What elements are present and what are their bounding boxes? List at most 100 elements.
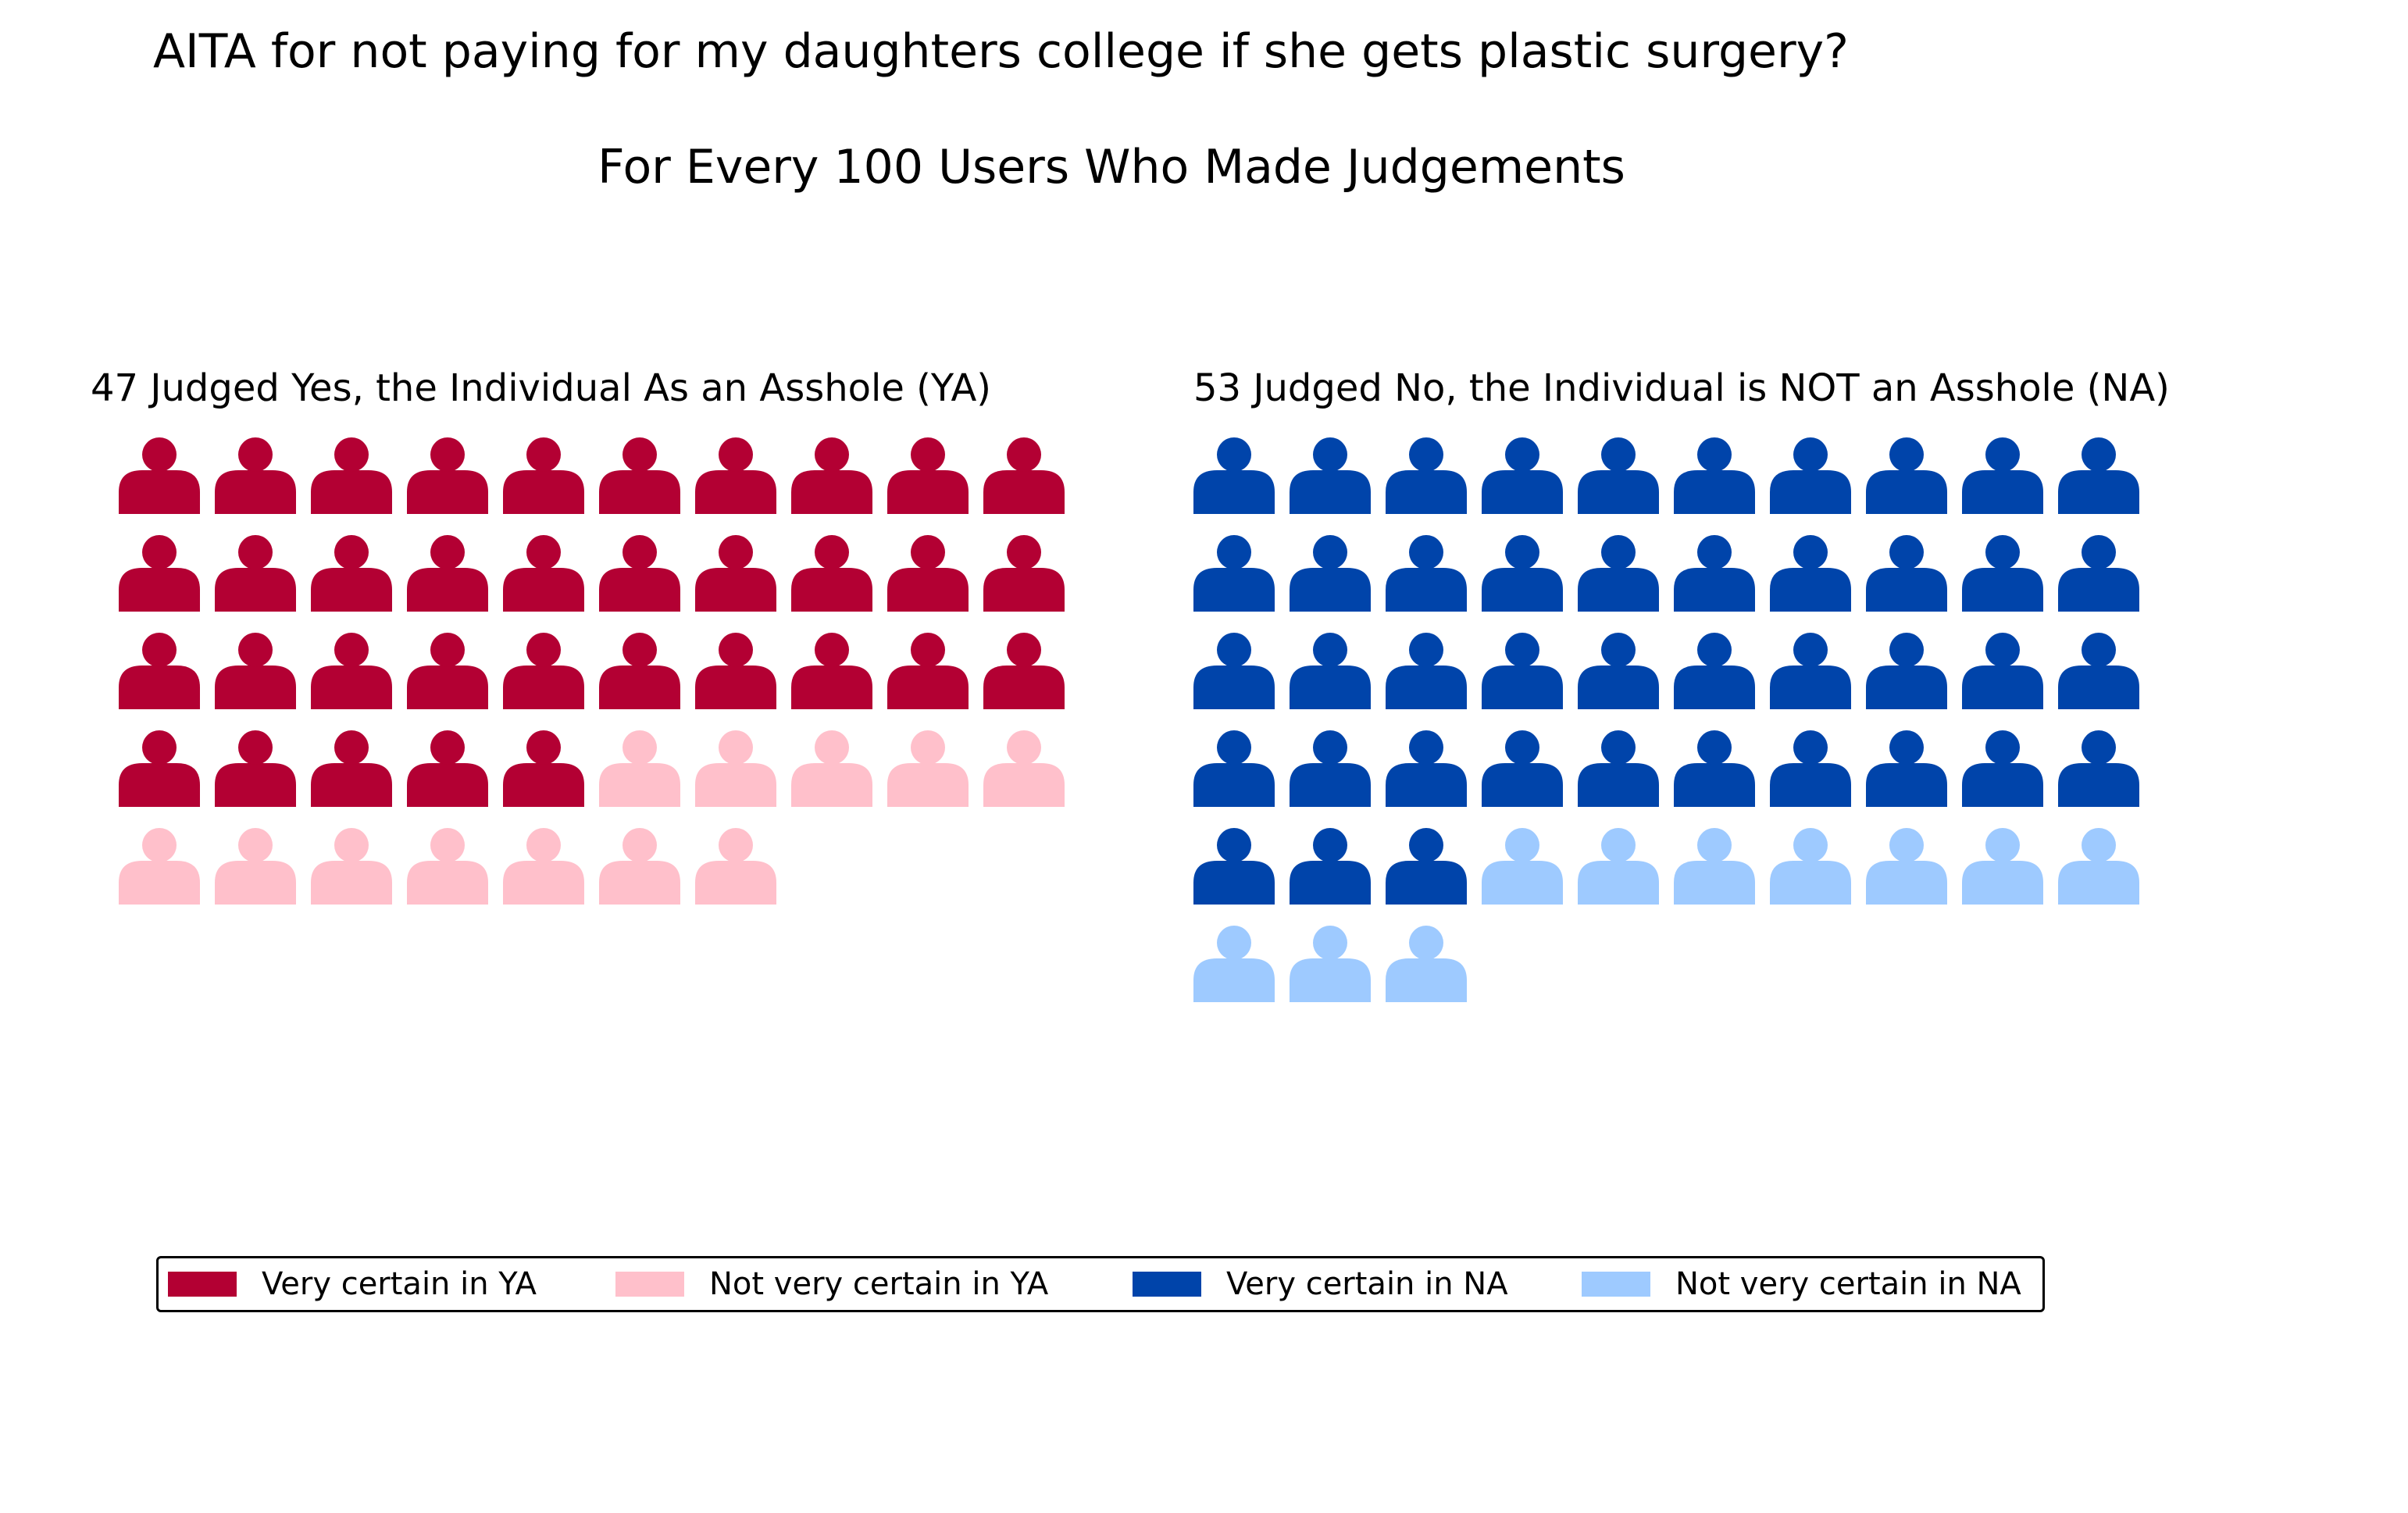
person-body [791,666,872,709]
person-head [142,437,177,472]
person-head [1217,926,1251,960]
person-head [526,730,561,765]
person-body [2058,666,2139,709]
person-body [1674,568,1755,612]
person-head [334,828,369,862]
person-head [623,437,657,472]
person-head [2082,437,2116,472]
person-icon [503,535,584,612]
person-body [407,861,488,905]
chart-subtitle: For Every 100 Users Who Made Judgements [598,140,1625,194]
person-head [815,535,849,569]
person-head [430,828,465,862]
person-body [1482,861,1563,905]
person-icon [311,730,392,807]
person-icon [1962,437,2043,514]
person-body [1578,568,1659,612]
person-icon [1578,828,1659,905]
person-icon [791,730,872,807]
person-head [1601,828,1636,862]
person-body [215,861,296,905]
person-body [503,666,584,709]
person-head [1889,535,1924,569]
person-body [1482,470,1563,514]
person-body [1482,763,1563,807]
person-body [1193,861,1275,905]
person-body [1386,568,1467,612]
person-body [119,763,200,807]
person-body [1290,861,1371,905]
person-head [430,437,465,472]
person-icon [215,730,296,807]
person-body [983,568,1065,612]
person-icon [1770,633,1851,709]
person-body [1962,763,2043,807]
person-icon [1770,730,1851,807]
person-body [1770,568,1851,612]
person-body [1866,666,1947,709]
person-icon [1578,437,1659,514]
person-head [911,437,945,472]
person-icon [1866,730,1947,807]
legend-item-very-certain-na: Very certain in NA [1133,1258,1508,1310]
person-head [1505,535,1539,569]
person-body [1866,861,1947,905]
person-head [1217,535,1251,569]
person-body [1386,470,1467,514]
person-icon [791,437,872,514]
person-icon [1290,535,1371,612]
person-body [1290,763,1371,807]
person-body [215,470,296,514]
person-icon [599,437,680,514]
person-head [1409,535,1443,569]
person-head [911,633,945,667]
person-icon [503,437,584,514]
person-head [1313,535,1347,569]
person-body [599,763,680,807]
person-head [2082,633,2116,667]
person-body [1290,666,1371,709]
person-body [407,470,488,514]
person-body [695,470,776,514]
person-head [1217,437,1251,472]
legend-swatch-not-very-certain-ya [615,1272,684,1297]
person-icon [1674,633,1755,709]
person-body [119,861,200,905]
person-head [1505,633,1539,667]
person-head [334,535,369,569]
legend-label-not-very-certain-ya: Not very certain in YA [709,1266,1049,1302]
person-icon [407,437,488,514]
person-head [526,535,561,569]
person-head [2082,828,2116,862]
person-icon [1290,437,1371,514]
person-icon [791,535,872,612]
person-head [1601,730,1636,765]
person-head [1889,730,1924,765]
person-head [1697,730,1732,765]
person-body [1674,666,1755,709]
person-body [215,568,296,612]
person-body [503,763,584,807]
person-head [142,730,177,765]
person-head [1007,535,1041,569]
person-body [503,568,584,612]
person-icon [599,633,680,709]
person-body [1193,568,1275,612]
person-icon [2058,633,2139,709]
person-icon [695,828,776,905]
person-head [1313,926,1347,960]
person-icon [311,633,392,709]
person-body [1193,666,1275,709]
person-head [1697,633,1732,667]
legend-item-very-certain-ya: Very certain in YA [168,1258,537,1310]
person-body [2058,861,2139,905]
person-head [815,633,849,667]
person-head [1217,633,1251,667]
person-body [1386,958,1467,1002]
person-body [983,470,1065,514]
person-head [430,535,465,569]
person-head [1409,730,1443,765]
person-body [215,666,296,709]
person-body [407,763,488,807]
